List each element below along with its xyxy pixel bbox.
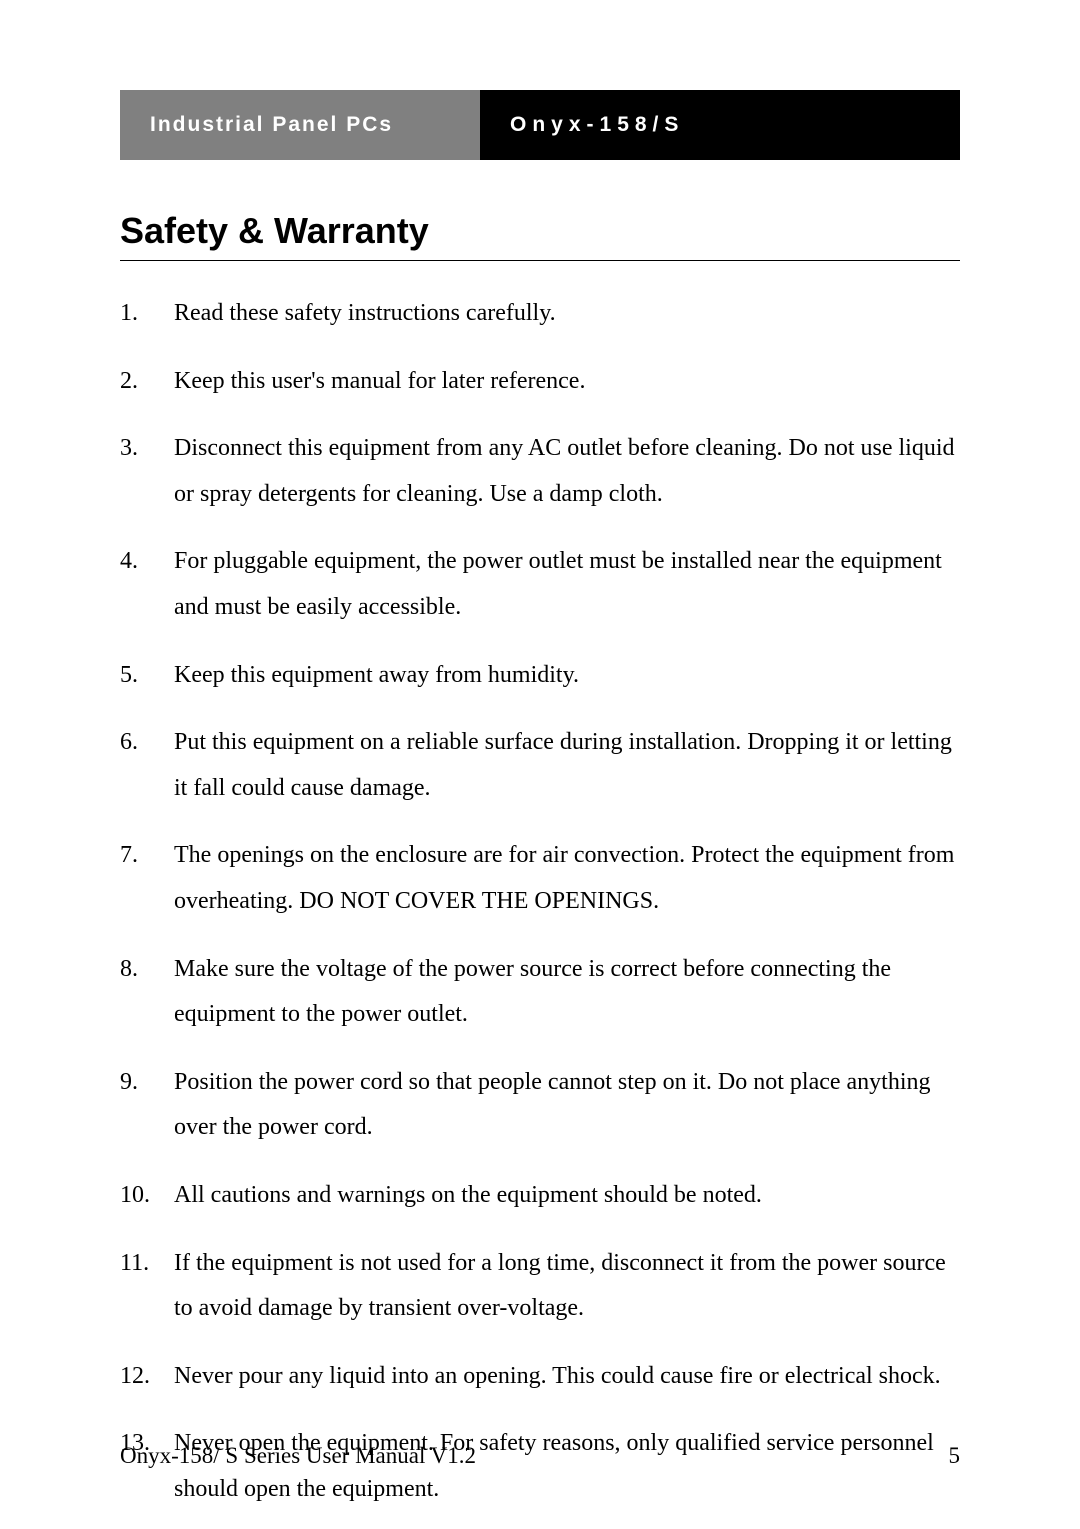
header-left-panel: Industrial Panel PCs bbox=[120, 90, 480, 160]
section-title: Safety & Warranty bbox=[120, 210, 960, 261]
list-text: Never pour any liquid into an opening. T… bbox=[170, 1354, 960, 1400]
header-bar: Industrial Panel PCs Onyx-158/S bbox=[120, 90, 960, 160]
list-item: 9. Position the power cord so that peopl… bbox=[120, 1060, 960, 1151]
list-text: Make sure the voltage of the power sourc… bbox=[170, 947, 960, 1038]
footer-left: Onyx-158/ S Series User Manual V1.2 bbox=[120, 1443, 476, 1469]
header-right-panel: Onyx-158/S bbox=[480, 90, 960, 160]
list-item: 11. If the equipment is not used for a l… bbox=[120, 1241, 960, 1332]
list-number: 6. bbox=[120, 720, 170, 811]
list-number: 12. bbox=[120, 1354, 170, 1400]
list-number: 1. bbox=[120, 291, 170, 337]
list-item: 12. Never pour any liquid into an openin… bbox=[120, 1354, 960, 1400]
list-text: If the equipment is not used for a long … bbox=[170, 1241, 960, 1332]
header-left-label: Industrial Panel PCs bbox=[150, 113, 393, 137]
list-text: The openings on the enclosure are for ai… bbox=[170, 833, 960, 924]
list-number: 10. bbox=[120, 1173, 170, 1219]
list-text: For pluggable equipment, the power outle… bbox=[170, 539, 960, 630]
list-number: 5. bbox=[120, 653, 170, 699]
list-item: 8. Make sure the voltage of the power so… bbox=[120, 947, 960, 1038]
list-item: 1. Read these safety instructions carefu… bbox=[120, 291, 960, 337]
list-number: 2. bbox=[120, 359, 170, 405]
list-item: 10. All cautions and warnings on the equ… bbox=[120, 1173, 960, 1219]
list-text: Disconnect this equipment from any AC ou… bbox=[170, 426, 960, 517]
list-text: Position the power cord so that people c… bbox=[170, 1060, 960, 1151]
list-number: 7. bbox=[120, 833, 170, 924]
list-number: 8. bbox=[120, 947, 170, 1038]
list-item: 7. The openings on the enclosure are for… bbox=[120, 833, 960, 924]
list-text: Put this equipment on a reliable surface… bbox=[170, 720, 960, 811]
list-text: Keep this equipment away from humidity. bbox=[170, 653, 960, 699]
list-item: 6. Put this equipment on a reliable surf… bbox=[120, 720, 960, 811]
list-text: Keep this user's manual for later refere… bbox=[170, 359, 960, 405]
list-number: 4. bbox=[120, 539, 170, 630]
list-number: 9. bbox=[120, 1060, 170, 1151]
header-right-label: Onyx-158/S bbox=[510, 113, 684, 137]
list-text: Read these safety instructions carefully… bbox=[170, 291, 960, 337]
list-number: 3. bbox=[120, 426, 170, 517]
safety-list: 1. Read these safety instructions carefu… bbox=[120, 291, 960, 1512]
list-item: 4. For pluggable equipment, the power ou… bbox=[120, 539, 960, 630]
list-item: 2. Keep this user's manual for later ref… bbox=[120, 359, 960, 405]
list-number: 11. bbox=[120, 1241, 170, 1332]
list-text: All cautions and warnings on the equipme… bbox=[170, 1173, 960, 1219]
page-footer: Onyx-158/ S Series User Manual V1.2 5 bbox=[120, 1443, 960, 1469]
footer-page-number: 5 bbox=[949, 1443, 961, 1469]
list-item: 3. Disconnect this equipment from any AC… bbox=[120, 426, 960, 517]
list-item: 5. Keep this equipment away from humidit… bbox=[120, 653, 960, 699]
page-container: Industrial Panel PCs Onyx-158/S Safety &… bbox=[0, 0, 1080, 1529]
